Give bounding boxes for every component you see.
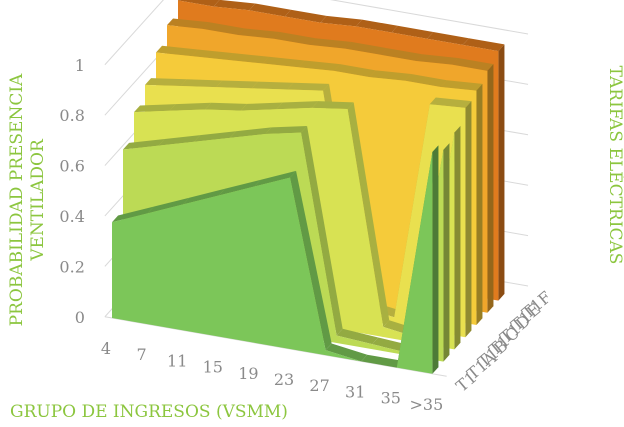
x-tick-labels: 4 7 11 15 19 23 27 31 35 >35 — [101, 339, 443, 414]
y-tick-labels: 0 0.2 0.4 0.6 0.8 1 — [59, 56, 84, 327]
series-area-T1 — [112, 152, 433, 374]
ribbon-top-face — [427, 32, 469, 45]
y-tick-label: 0.2 — [59, 257, 84, 276]
x-axis-title: GRUPO DE INGRESOS (VSMM) — [10, 402, 288, 422]
ribbon-top-face — [287, 82, 330, 91]
ribbon-top-face — [147, 197, 190, 214]
ribbon-top-face — [301, 125, 343, 336]
x-tick-label: 35 — [381, 389, 401, 408]
ribbon-top-face — [405, 74, 447, 87]
x-tick-label: 19 — [238, 364, 258, 383]
ribbon-top-face — [251, 81, 294, 90]
ribbon-top-face — [134, 104, 176, 113]
ribbon-top-face — [216, 80, 258, 89]
ribbon-top-face — [265, 125, 308, 135]
x-tick-label: 27 — [309, 376, 329, 395]
ribbon-top-face — [238, 28, 280, 39]
ribbon-end-face — [487, 64, 494, 313]
ribbon-top-face — [202, 22, 245, 36]
x-tick-label: 7 — [137, 345, 147, 364]
x-tick-label: >35 — [410, 395, 444, 414]
ribbon-top-face — [183, 188, 225, 205]
x-tick-label: 4 — [101, 339, 111, 358]
y-tick-label: 0.4 — [59, 207, 84, 226]
ribbon-top-face — [416, 54, 458, 65]
ribbon-top-face — [273, 32, 316, 45]
ribbon-top-face — [123, 138, 165, 150]
ribbon-top-face — [312, 101, 354, 110]
gridline — [104, 0, 529, 66]
ribbon-top-face — [178, 0, 220, 7]
ribbon-top-face — [369, 70, 412, 81]
series-layer — [112, 0, 505, 374]
ribbon-end-face — [476, 83, 483, 326]
y-tick-label: 0.6 — [59, 157, 84, 176]
ribbon-top-face — [145, 78, 187, 86]
series-ribbon — [112, 145, 439, 374]
ribbon-end-face — [443, 143, 450, 362]
ribbon-top-face — [205, 102, 247, 111]
ribbon-top-face — [191, 49, 234, 60]
ribbon-top-face — [112, 206, 154, 223]
ribbon-top-face — [298, 60, 341, 71]
y-tick-label: 1 — [75, 56, 85, 75]
y-axis-title-line-1: PROBABILIDAD PRESENCIA — [7, 73, 27, 326]
ribbon-top-face — [462, 38, 505, 52]
ribbon-top-face — [227, 53, 269, 64]
z-axis-title: TARIFAS ELÉCTRICAS — [605, 66, 624, 265]
x-tick-label: 15 — [203, 358, 223, 377]
ribbon-end-face — [454, 125, 461, 350]
ribbon-top-face — [194, 131, 236, 142]
ribbon-top-face — [262, 56, 305, 68]
ribbon-top-face — [356, 19, 398, 33]
ribbon-top-face — [249, 3, 291, 17]
ribbon-end-face — [432, 145, 439, 374]
y-tick-label: 0 — [75, 308, 85, 327]
ribbon-top-face — [320, 15, 363, 27]
ribbon-end-face — [465, 101, 472, 338]
ribbon-top-face — [345, 41, 387, 55]
ribbon-top-face — [284, 9, 327, 23]
ribbon-top-face — [158, 135, 201, 146]
ribbon-top-face — [334, 64, 376, 78]
ribbon-end-face — [498, 44, 505, 301]
ribbon-top-face — [336, 328, 379, 345]
ribbon-top-face — [276, 101, 319, 110]
y-tick-label: 0.8 — [59, 106, 84, 125]
ribbon-top-face — [167, 18, 209, 29]
x-tick-label: 31 — [345, 382, 365, 401]
ribbon-top-face — [325, 343, 368, 362]
ribbon-top-face — [361, 354, 403, 368]
ribbon-top-face — [309, 38, 352, 49]
x-tick-label: 11 — [167, 351, 187, 370]
ribbon-top-face — [440, 80, 483, 91]
ribbon-top-face — [218, 179, 261, 196]
ribbon-top-face — [213, 0, 256, 11]
ribbon-top-face — [229, 127, 272, 138]
ribbon-top-face — [290, 170, 332, 351]
ribbon-top-face — [451, 57, 494, 71]
y-axis-title-line-2: VENTILADOR — [28, 138, 48, 262]
x-tick-label: 23 — [274, 370, 294, 389]
ribbon-top-face — [254, 170, 297, 187]
ribbon-top-face — [429, 97, 472, 108]
ribbon-top-face — [156, 45, 198, 57]
ribbon-top-face — [180, 79, 223, 88]
ribbon-top-face — [380, 48, 423, 61]
ribbon-top-face — [169, 102, 212, 111]
ribbon-top-face — [391, 25, 434, 39]
ribbon-top-face — [347, 102, 390, 327]
ribbon-top-face — [240, 102, 283, 111]
